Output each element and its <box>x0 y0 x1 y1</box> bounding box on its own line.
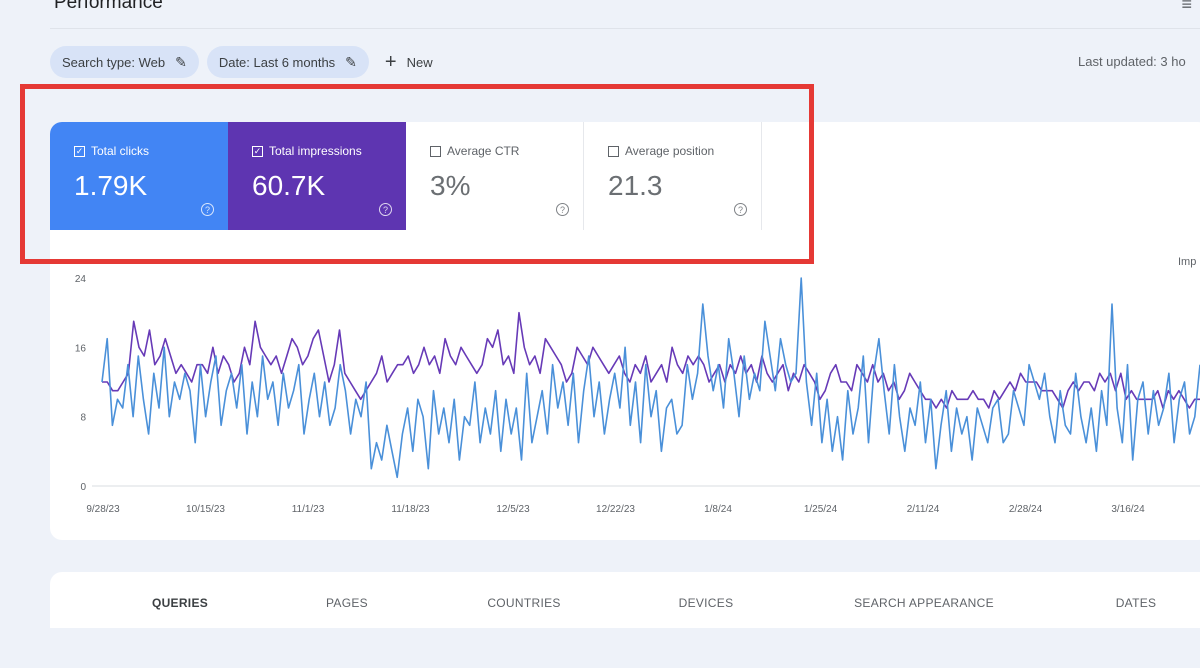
metric-value: 3% <box>430 170 471 201</box>
help-icon[interactable]: ? <box>201 203 214 216</box>
tab-devices[interactable]: DEVICES <box>678 596 734 610</box>
x-tick-label: 2/11/24 <box>907 504 940 515</box>
chip-label: Search type: Web <box>62 54 166 70</box>
x-tick-label: 9/28/23 <box>86 504 120 515</box>
metric-value: 1.79K <box>74 170 148 201</box>
metric-value: 60.7K <box>252 170 326 201</box>
metric-value: 21.3 <box>608 170 663 201</box>
new-filter-button[interactable]: + New <box>385 52 433 72</box>
tab-search-appearance[interactable]: SEARCH APPEARANCE <box>854 596 994 610</box>
total-clicks-tile[interactable]: ✓ Total clicks 1.79K ? <box>50 122 228 230</box>
y-tick-label: 8 <box>80 413 86 424</box>
x-tick-label: 11/1/23 <box>292 504 325 515</box>
checkbox-checked-icon[interactable]: ✓ <box>252 145 263 157</box>
tab-countries[interactable]: COUNTRIES <box>487 596 561 610</box>
search-type-filter-chip[interactable]: Search type: Web ✎ <box>50 46 199 78</box>
metric-label: Total clicks <box>91 144 150 158</box>
x-tick-label: 12/5/23 <box>496 504 530 515</box>
plus-icon: + <box>384 51 397 73</box>
tab-queries[interactable]: QUERIES <box>151 596 209 610</box>
x-tick-label: 12/22/23 <box>596 504 635 515</box>
right-axis-label: Imp <box>1178 256 1197 268</box>
checkbox-unchecked-icon[interactable] <box>430 145 441 157</box>
filter-bar: Search type: Web ✎ Date: Last 6 months ✎… <box>50 46 433 78</box>
metric-tiles: ✓ Total clicks 1.79K ? ✓ Total impressio… <box>50 122 762 230</box>
report-tabs: QUERIES PAGES COUNTRIES DEVICES SEARCH A… <box>50 572 1200 628</box>
x-tick-label: 10/15/23 <box>186 504 225 515</box>
header-divider <box>50 28 1200 29</box>
help-icon[interactable]: ? <box>556 203 569 216</box>
checkbox-checked-icon[interactable]: ✓ <box>74 145 85 157</box>
date-filter-chip[interactable]: Date: Last 6 months ✎ <box>206 46 369 78</box>
menu-icon[interactable]: ≡ <box>1181 0 1192 14</box>
clicks-series-line <box>101 277 1200 479</box>
y-tick-label: 16 <box>75 343 87 354</box>
x-tick-label: 1/25/24 <box>804 504 838 515</box>
pencil-icon[interactable]: ✎ <box>345 53 357 70</box>
new-filter-label: New <box>406 54 433 70</box>
last-updated-text: Last updated: 3 ho <box>1078 54 1186 69</box>
metric-label: Average position <box>625 144 715 158</box>
impressions-series-line <box>102 311 1200 409</box>
page-title: Performance <box>54 0 163 13</box>
total-impressions-tile[interactable]: ✓ Total impressions 60.7K ? <box>228 122 406 230</box>
x-tick-label: 2/28/24 <box>1009 504 1043 515</box>
checkbox-unchecked-icon[interactable] <box>608 145 619 157</box>
average-ctr-tile[interactable]: Average CTR 3% ? <box>406 122 584 230</box>
pencil-icon[interactable]: ✎ <box>175 53 187 70</box>
tab-dates[interactable]: DATES <box>1115 596 1157 610</box>
tab-pages[interactable]: PAGES <box>326 596 368 610</box>
y-tick-label: 24 <box>75 274 87 285</box>
average-position-tile[interactable]: Average position 21.3 ? <box>584 122 762 230</box>
x-tick-label: 3/16/24 <box>1111 504 1145 515</box>
metric-label: Total impressions <box>269 144 362 158</box>
x-tick-label: 11/18/23 <box>391 504 430 515</box>
metric-label: Average CTR <box>447 144 520 158</box>
help-icon[interactable]: ? <box>379 203 392 216</box>
y-tick-label: 0 <box>80 482 86 493</box>
chip-label: Date: Last 6 months <box>218 54 336 70</box>
help-icon[interactable]: ? <box>734 203 747 216</box>
x-tick-label: 1/8/24 <box>704 504 732 515</box>
